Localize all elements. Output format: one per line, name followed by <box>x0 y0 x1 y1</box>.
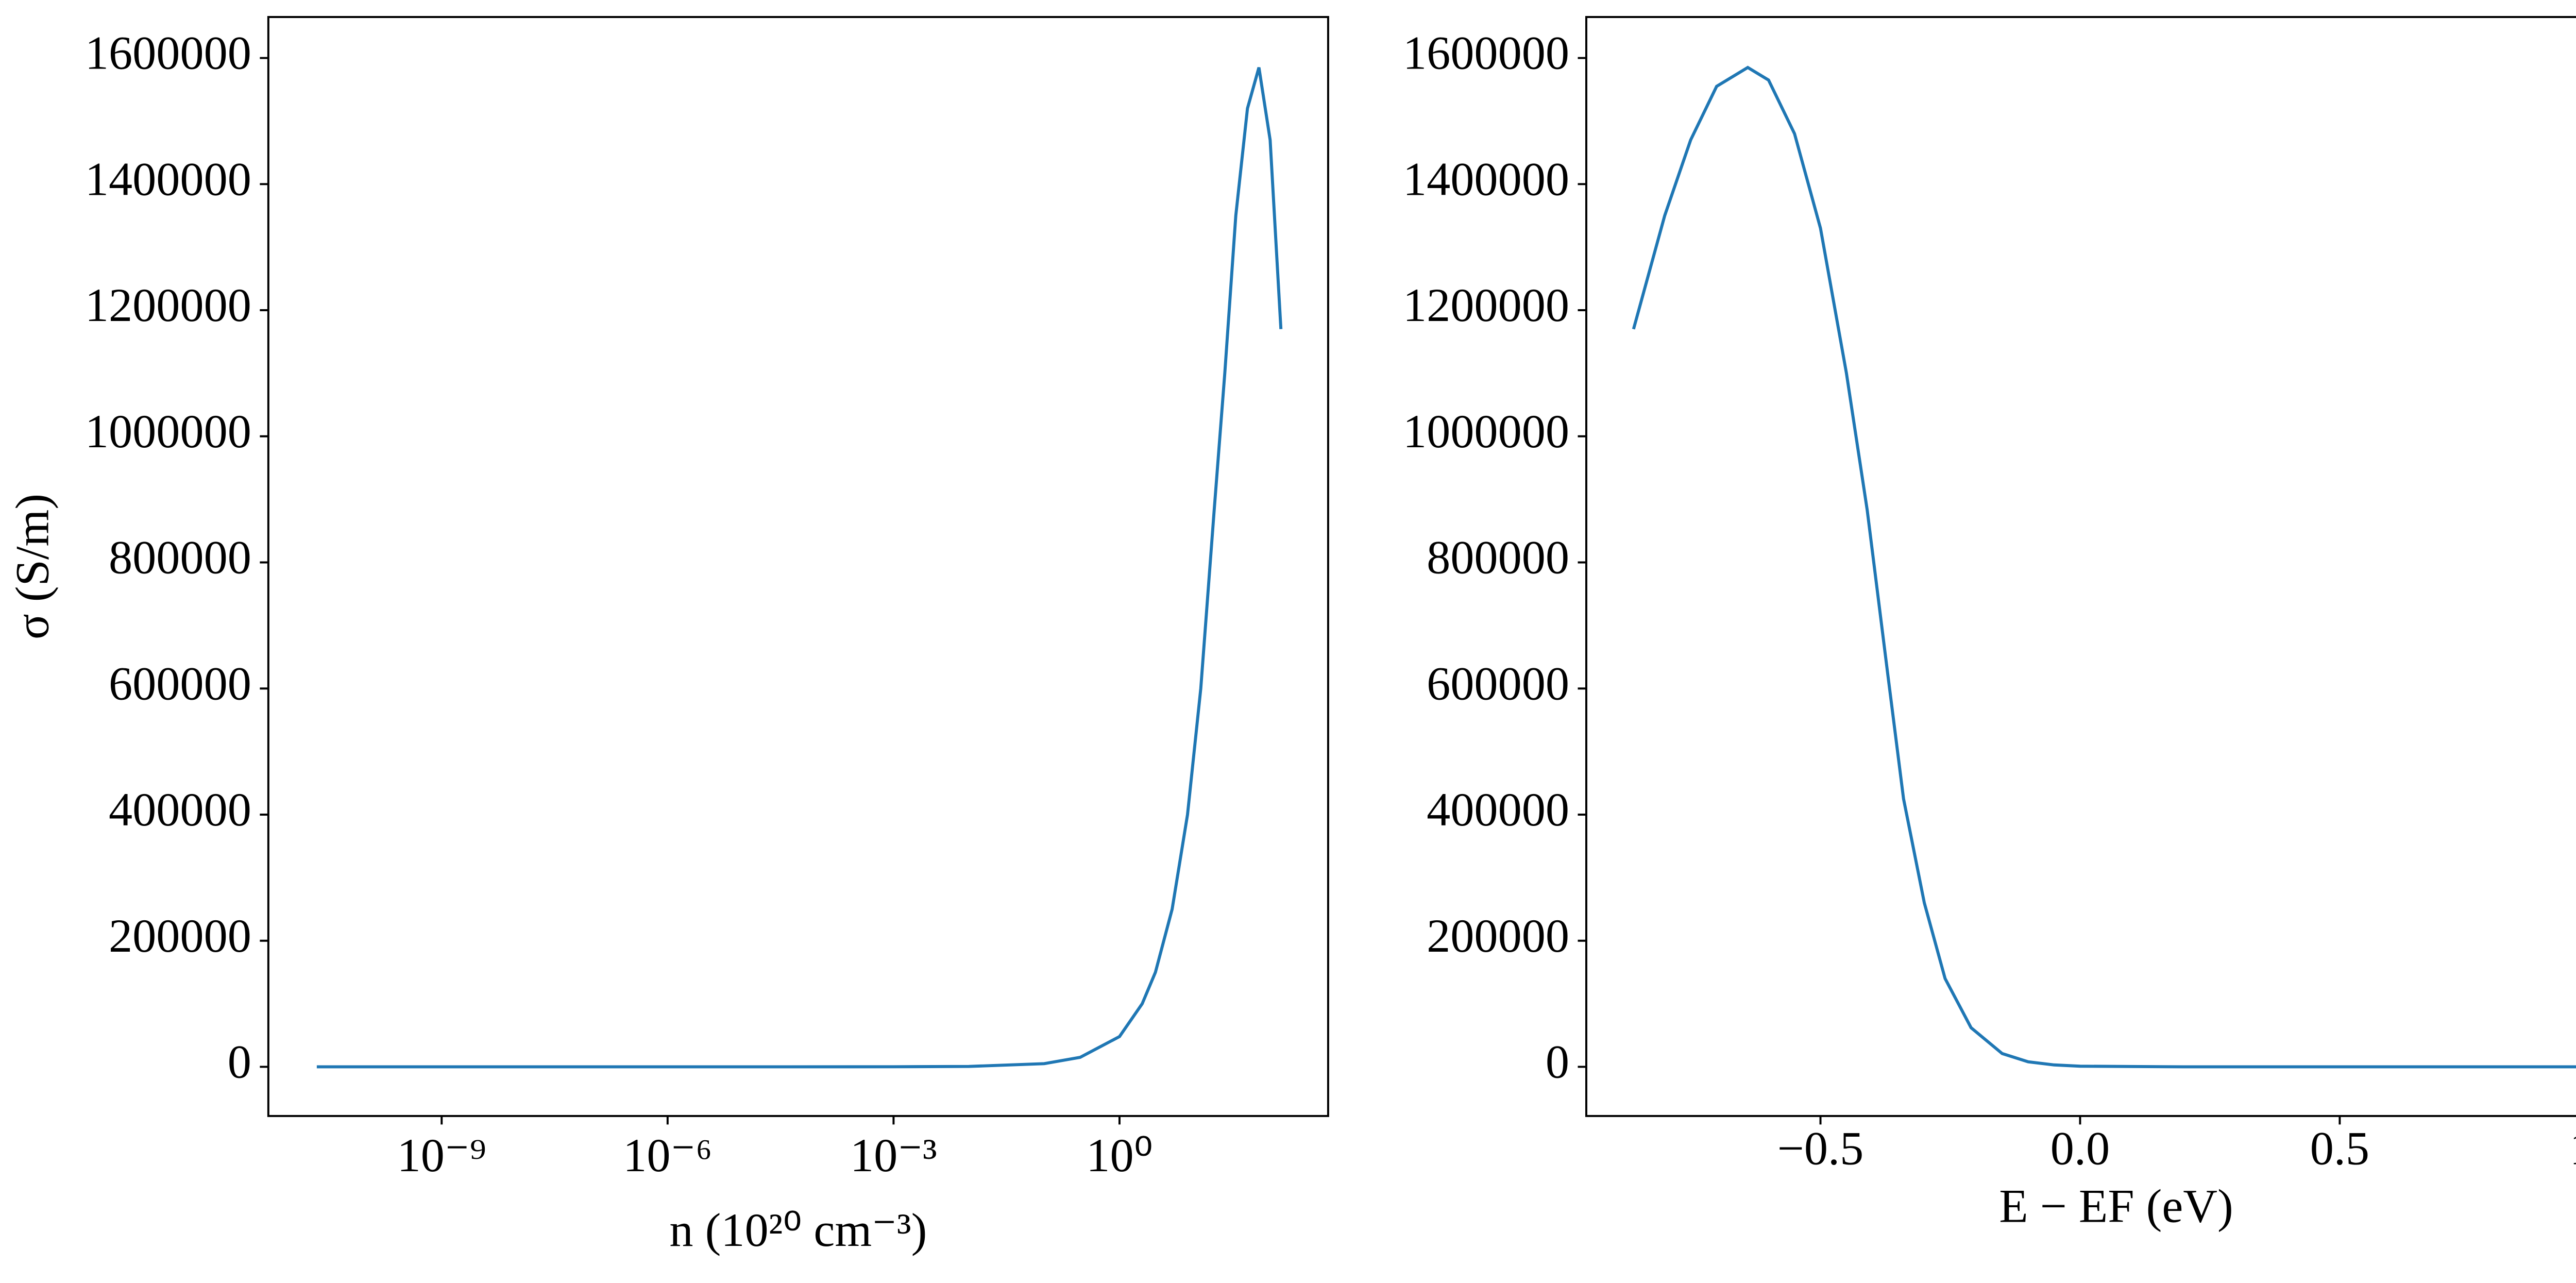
x-tick-label: 10⁻³ <box>850 1129 937 1181</box>
y-tick-label: 1400000 <box>1403 153 1569 205</box>
y-tick-label: 400000 <box>1427 783 1569 836</box>
y-tick-label: 1600000 <box>85 27 251 79</box>
axes-frame <box>1585 16 2576 1117</box>
data-line <box>1632 65 2576 1069</box>
data-line <box>316 67 1283 1069</box>
y-tick-label: 1000000 <box>85 405 251 458</box>
y-tick-label: 1400000 <box>85 153 251 205</box>
x-tick-label: −0.5 <box>1777 1122 1863 1175</box>
y-tick-label: 1200000 <box>1403 279 1569 331</box>
y-tick-label: 0 <box>1546 1036 1569 1088</box>
y-tick-label: 600000 <box>1427 657 1569 710</box>
y-tick-label: 800000 <box>109 531 251 584</box>
x-axis-label: n (10²⁰ cm⁻³) <box>669 1204 927 1256</box>
y-axis-label: σ (S/m) <box>6 494 59 639</box>
x-tick-label: 10⁻⁹ <box>397 1129 486 1181</box>
y-tick-label: 400000 <box>109 783 251 836</box>
y-tick-label: 1000000 <box>1403 405 1569 458</box>
x-tick-label: 10⁰ <box>1086 1129 1153 1181</box>
y-tick-label: 0 <box>228 1036 251 1088</box>
y-tick-label: 800000 <box>1427 531 1569 584</box>
y-tick-label: 1200000 <box>85 279 251 331</box>
y-tick-label: 600000 <box>109 657 251 710</box>
x-tick-label: 0.5 <box>2310 1122 2369 1175</box>
x-axis-label: E − EF (eV) <box>1999 1180 2233 1233</box>
y-tick-label: 1600000 <box>1403 27 1569 79</box>
axes-frame <box>267 16 1329 1117</box>
x-tick-label: 1.0 <box>2570 1122 2576 1175</box>
y-tick-label: 200000 <box>1427 909 1569 962</box>
x-tick-label: 0.0 <box>2050 1122 2110 1175</box>
y-tick-label: 200000 <box>109 909 251 962</box>
x-tick-label: 10⁻⁶ <box>623 1129 712 1181</box>
